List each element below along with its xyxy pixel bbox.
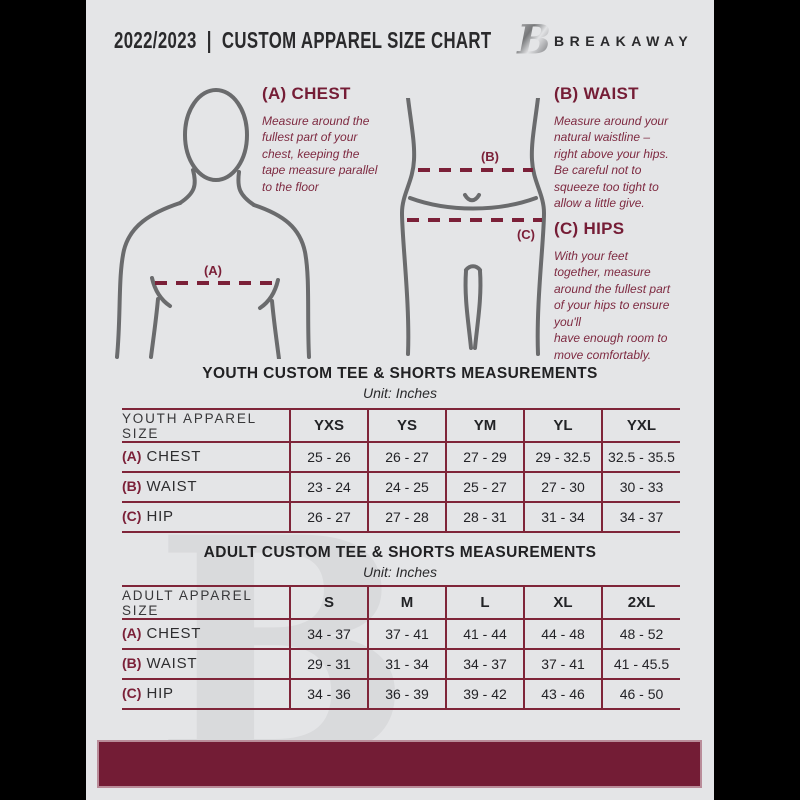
table-cell: 34 - 37 [289,618,368,649]
row-prefix: (B) [122,655,142,671]
row-name: CHEST [146,448,202,465]
row-label: (B) WAIST [122,648,290,679]
lower-body-figure: (B) (C) [399,98,547,356]
navel-mark [463,193,481,203]
table-header-row: ADULT APPAREL SIZE S M L XL 2XL [122,585,680,619]
hips-description: With your feet together, measure around … [554,249,671,362]
size-header: S [289,585,368,619]
table-cell: 28 - 31 [445,501,524,533]
table-cell: 41 - 44 [445,618,524,649]
waist-description: Measure around your natural waistline – … [554,114,669,211]
table-row-hip: (C) HIP 34 - 36 36 - 39 39 - 42 43 - 46 4… [122,678,680,710]
table-cell: 44 - 48 [523,618,602,649]
table-cell: 23 - 24 [289,471,368,502]
row-name: WAIST [146,655,198,672]
waist-heading: (B) WAIST [554,84,639,103]
row-prefix: (A) [122,448,142,464]
size-header: YS [367,408,446,442]
row-name: CHEST [146,625,202,642]
chest-heading: (A) CHEST [262,84,351,103]
waist-instructions: (B) WAIST Measure around your natural wa… [554,84,712,212]
size-header: YXL [601,408,680,442]
table-cell: 27 - 28 [367,501,446,533]
table-row-chest: (A) CHEST 34 - 37 37 - 41 41 - 44 44 - 48… [122,618,680,649]
size-header: YM [445,408,524,442]
table-cell: 24 - 25 [367,471,446,502]
table-row-hip: (C) HIP 26 - 27 27 - 28 28 - 31 31 - 34 3… [122,501,680,533]
hips-heading: (C) HIPS [554,219,625,238]
table-cell: 39 - 42 [445,678,524,710]
row-prefix: (C) [122,508,142,524]
youth-table-unit: Unit: Inches [363,385,437,401]
logo-letter: B [516,17,550,63]
table-cell: 43 - 46 [523,678,602,710]
row-prefix: (B) [122,478,142,494]
table-row-waist: (B) WAIST 23 - 24 24 - 25 25 - 27 27 - 30… [122,471,680,502]
row-name: HIP [146,508,174,525]
hip-curve [408,196,538,211]
table-cell: 34 - 37 [445,648,524,679]
size-header: L [445,585,524,619]
row-label: (A) CHEST [122,618,290,649]
table-cell: 30 - 33 [601,471,680,502]
table-cell: 34 - 36 [289,678,368,710]
table-cell: 27 - 29 [445,441,524,472]
table-cell: 46 - 50 [601,678,680,710]
youth-size-table: YOUTH APPAREL SIZE YXS YS YM YL YXL (A) C… [122,408,680,533]
waist-line-label: (B) [481,149,499,164]
footer-accent-bar [97,740,702,788]
chest-line-label: (A) [204,263,222,278]
row-name: HIP [146,685,174,702]
table-cell: 31 - 34 [367,648,446,679]
table-cell: 26 - 27 [289,501,368,533]
table-cell: 26 - 27 [367,441,446,472]
row-label: (C) HIP [122,501,290,533]
table-cell: 25 - 27 [445,471,524,502]
hips-instructions: (C) HIPS With your feet together, measur… [554,219,714,363]
table-cell: 29 - 31 [289,648,368,679]
table-row-chest: (A) CHEST 25 - 26 26 - 27 27 - 29 29 - 32… [122,441,680,472]
table-cell: 37 - 41 [367,618,446,649]
table-cell: 31 - 34 [523,501,602,533]
table-header-row: YOUTH APPAREL SIZE YXS YS YM YL YXL [122,408,680,442]
size-header: M [367,585,446,619]
size-chart-page: B 2022/2023 | CUSTOM APPAREL SIZE CHART … [86,0,714,800]
adult-size-table: ADULT APPAREL SIZE S M L XL 2XL (A) CHEST… [122,585,680,710]
row-prefix: (A) [122,625,142,641]
table-cell: 37 - 41 [523,648,602,679]
table-row-waist: (B) WAIST 29 - 31 31 - 34 34 - 37 37 - 41… [122,648,680,679]
chest-instructions: (A) CHEST Measure around the fullest par… [262,84,412,195]
upper-body-figure: (A) [115,88,311,359]
row-label: (A) CHEST [122,441,290,472]
row-label: (C) HIP [122,678,290,710]
row-prefix: (C) [122,685,142,701]
table-cell: 25 - 26 [289,441,368,472]
adult-size-column-header: ADULT APPAREL SIZE [122,585,290,619]
size-header: 2XL [601,585,680,619]
table-cell: 29 - 32.5 [523,441,602,472]
adult-table-unit: Unit: Inches [363,564,437,580]
brand-name: BREAKAWAY [554,33,694,49]
chest-description: Measure around the fullest part of your … [262,114,378,194]
table-cell: 48 - 52 [601,618,680,649]
youth-table-title: YOUTH CUSTOM TEE & SHORTS MEASUREMENTS [202,365,598,382]
size-header: XL [523,585,602,619]
table-cell: 41 - 45.5 [601,648,680,679]
page-title: 2022/2023 | CUSTOM APPAREL SIZE CHART [114,27,492,53]
youth-size-column-header: YOUTH APPAREL SIZE [122,408,290,442]
size-header: YXS [289,408,368,442]
row-name: WAIST [146,478,198,495]
adult-table-title: ADULT CUSTOM TEE & SHORTS MEASUREMENTS [203,544,597,561]
table-cell: 32.5 - 35.5 [601,441,680,472]
table-cell: 34 - 37 [601,501,680,533]
table-cell: 27 - 30 [523,471,602,502]
row-label: (B) WAIST [122,471,290,502]
brand-logo-icon: B [510,15,551,68]
size-header: YL [523,408,602,442]
hip-line-label: (C) [517,227,535,242]
figure-head [183,88,249,182]
table-cell: 36 - 39 [367,678,446,710]
